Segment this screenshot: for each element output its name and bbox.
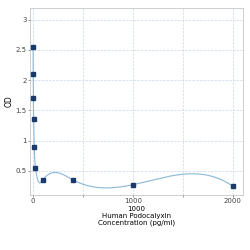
Y-axis label: OD: OD xyxy=(5,95,14,107)
X-axis label: 1000
Human Podocalyxin
Concentration (pg/ml): 1000 Human Podocalyxin Concentration (pg… xyxy=(98,206,175,226)
